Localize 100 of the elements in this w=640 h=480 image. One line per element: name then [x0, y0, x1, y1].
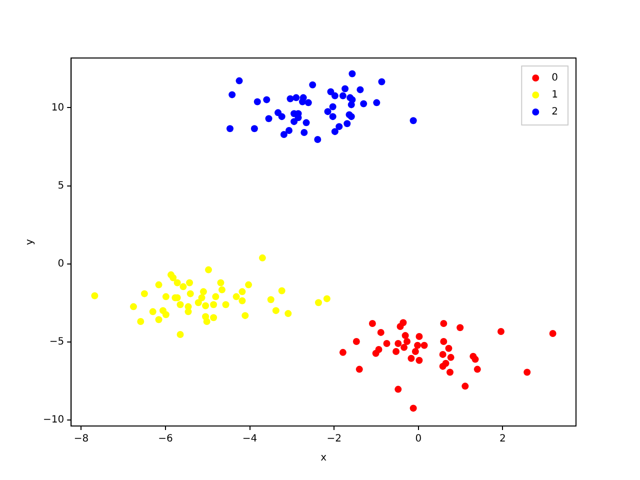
point — [245, 281, 252, 288]
point — [292, 94, 300, 102]
point — [524, 368, 531, 376]
point — [238, 297, 246, 304]
point — [414, 342, 422, 349]
point — [404, 338, 410, 345]
point — [155, 281, 162, 288]
point — [258, 254, 266, 262]
point — [331, 92, 338, 100]
point — [176, 330, 184, 338]
point — [447, 354, 454, 361]
point — [402, 332, 409, 340]
point — [400, 344, 408, 351]
point — [140, 290, 148, 298]
x-tick-label: −6 — [158, 434, 173, 445]
point — [232, 293, 240, 300]
point — [348, 70, 356, 78]
point — [217, 279, 224, 286]
legend-label: 0 — [552, 72, 558, 84]
point — [314, 299, 322, 306]
point — [373, 99, 380, 106]
point — [222, 301, 230, 308]
point — [265, 115, 272, 122]
point — [445, 344, 452, 352]
point — [377, 328, 384, 336]
y-tick-label: 0 — [58, 258, 64, 270]
point — [180, 283, 187, 290]
point — [236, 77, 243, 84]
point — [309, 81, 316, 88]
x-tick-label: 2 — [499, 434, 506, 445]
x-tick-label: −2 — [326, 434, 342, 445]
point — [162, 311, 170, 318]
point — [226, 125, 234, 132]
point — [300, 129, 308, 136]
point — [439, 350, 446, 358]
point — [278, 113, 286, 120]
point — [137, 318, 144, 326]
point — [130, 303, 137, 310]
point — [383, 340, 390, 348]
x-axis-title: x — [320, 452, 327, 464]
point — [200, 288, 207, 296]
point — [314, 136, 322, 144]
point — [378, 78, 386, 86]
point — [446, 368, 454, 376]
point — [392, 348, 400, 355]
point — [203, 318, 210, 326]
point — [242, 312, 249, 320]
x-tick-label: −8 — [74, 434, 89, 445]
point — [280, 131, 288, 138]
point — [329, 113, 336, 120]
point — [442, 360, 450, 367]
point — [456, 324, 464, 332]
y-axis-title: y — [24, 238, 36, 245]
point — [352, 338, 360, 345]
point — [210, 314, 218, 322]
point — [323, 295, 330, 302]
x-tick-label: −4 — [242, 434, 258, 445]
point — [250, 125, 258, 132]
point — [331, 128, 338, 136]
point — [400, 319, 407, 326]
point — [339, 348, 346, 356]
point — [155, 316, 162, 324]
point — [186, 290, 194, 298]
point — [198, 294, 206, 302]
point — [462, 382, 469, 390]
y-tick-label: −5 — [49, 336, 64, 348]
point — [420, 342, 428, 349]
point — [228, 91, 236, 98]
point — [474, 366, 481, 373]
y-tick-label: −10 — [42, 414, 64, 426]
point — [416, 356, 423, 364]
point — [238, 288, 246, 296]
point — [416, 333, 423, 340]
point — [327, 88, 334, 96]
point — [410, 404, 417, 412]
point — [218, 286, 226, 294]
point — [176, 301, 184, 308]
y-tick-label: 5 — [58, 180, 64, 192]
point — [368, 320, 376, 328]
point — [412, 348, 419, 355]
point — [375, 346, 382, 353]
point — [497, 328, 504, 335]
x-tick-label: 0 — [415, 434, 422, 445]
point — [394, 386, 402, 393]
point — [298, 98, 306, 106]
point — [184, 308, 192, 316]
point — [302, 119, 310, 126]
legend-label: 1 — [552, 90, 558, 101]
point — [91, 292, 98, 300]
point — [324, 108, 332, 116]
point — [162, 293, 170, 300]
point — [286, 95, 294, 102]
point — [440, 338, 448, 345]
point — [472, 356, 479, 363]
point — [272, 307, 280, 314]
point — [170, 274, 177, 282]
point — [549, 330, 556, 338]
point — [336, 123, 343, 130]
point — [267, 296, 274, 304]
point — [360, 100, 368, 108]
